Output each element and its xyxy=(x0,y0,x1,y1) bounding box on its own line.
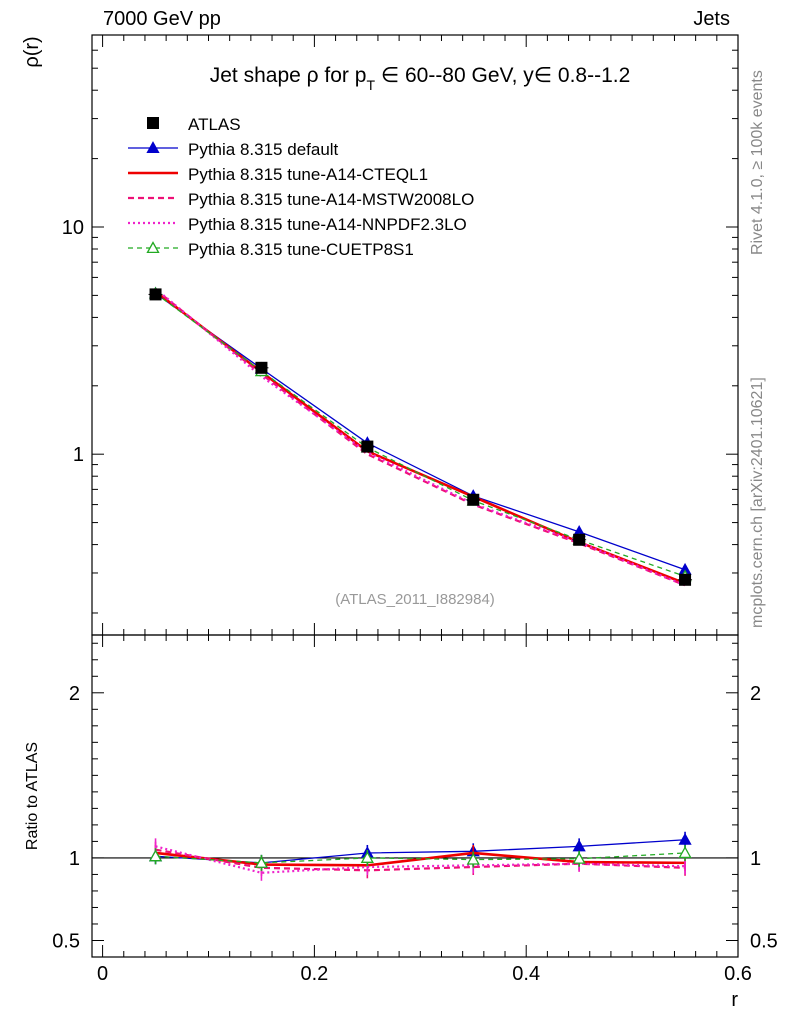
y-axis-label: ρ(r) xyxy=(21,36,43,67)
x-tick-label: 0.4 xyxy=(512,963,540,985)
pythia-8-315-default-line xyxy=(155,292,686,571)
y-tick-label: 10 xyxy=(62,217,84,239)
pythia-8-315-tune-a14-nnpdf2-3lo-ratio-line xyxy=(155,845,686,874)
ratio-tick-label-left: 2 xyxy=(69,683,80,705)
y-tick-label: 1 xyxy=(73,444,84,466)
pythia-8-315-tune-cuetp8s1-ratio-point xyxy=(148,849,163,862)
header-right-label: Jets xyxy=(693,8,730,30)
ratio-axis-label: Ratio to ATLAS xyxy=(24,742,41,850)
legend-label: ATLAS xyxy=(188,115,241,134)
ratio-panel-frame xyxy=(91,634,739,958)
pythia-8-315-tune-a14-nnpdf2-3lo-line xyxy=(154,287,686,587)
pythia-8-315-tune-cuetp8s1-ratio-point xyxy=(572,851,586,864)
pythia-8-315-tune-cuetp8s1-ratio-line xyxy=(155,852,686,864)
pythia-8-315-tune-cuetp8s1-ratio-point xyxy=(254,856,269,868)
atlas-data-point xyxy=(467,493,480,506)
pythia-8-315-tune-cuetp8s1-ratio-point xyxy=(466,852,480,865)
pythia-8-315-tune-a14-mstw2008lo-line xyxy=(154,288,686,587)
atlas-data-point xyxy=(255,361,268,374)
legend-atlas-marker xyxy=(147,117,159,129)
legend-label: Pythia 8.315 tune-A14-NNPDF2.3LO xyxy=(188,215,467,234)
legend-label: Pythia 8.315 tune-CUETP8S1 xyxy=(188,240,414,259)
atlas-data-point xyxy=(679,573,692,586)
ratio-tick-label-left: 0.5 xyxy=(52,930,80,952)
x-tick-label: 0.2 xyxy=(300,963,328,985)
pythia-8-315-tune-cuetp8s1-ratio-point xyxy=(678,846,692,859)
pythia-8-315-tune-a14-mstw2008lo-ratio-line xyxy=(155,848,686,872)
legend-label: Pythia 8.315 tune-A14-MSTW2008LO xyxy=(188,190,474,209)
ratio-tick-label-right: 1 xyxy=(750,848,761,870)
atlas-data-point xyxy=(573,533,586,546)
x-tick-label: 0 xyxy=(97,963,108,985)
pythia-8-315-tune-a14-cteql1-line xyxy=(154,290,686,585)
ratio-tick-label-right: 0.5 xyxy=(750,930,778,952)
atlas-data-point xyxy=(361,440,374,453)
chart-title: Jet shape ρ for pT ∈ 60--80 GeV, y∈ 0.8-… xyxy=(210,64,631,93)
pythia-8-315-tune-cuetp8s1-line xyxy=(155,292,686,577)
x-tick-label: 0.6 xyxy=(724,963,752,985)
ratio-tick-label-left: 1 xyxy=(69,848,80,870)
atlas-data-point xyxy=(149,288,162,301)
ratio-tick-label-right: 2 xyxy=(750,683,761,705)
legend-label: Pythia 8.315 tune-A14-CTEQL1 xyxy=(188,165,428,184)
pythia-8-315-tune-cuetp8s1-ratio-point xyxy=(360,851,374,863)
pythia-8-315-default-ratio-point xyxy=(678,832,692,845)
analysis-reference-label: (ATLAS_2011_I882984) xyxy=(335,591,495,608)
header-left-label: 7000 GeV pp xyxy=(103,8,221,30)
legend-pythia-8-315-tune-cuetp8s1-marker xyxy=(146,241,160,254)
legend-label: Pythia 8.315 default xyxy=(188,140,339,159)
x-axis-label: r xyxy=(731,989,738,1011)
legend-pythia-8-315-default-marker xyxy=(146,141,160,154)
